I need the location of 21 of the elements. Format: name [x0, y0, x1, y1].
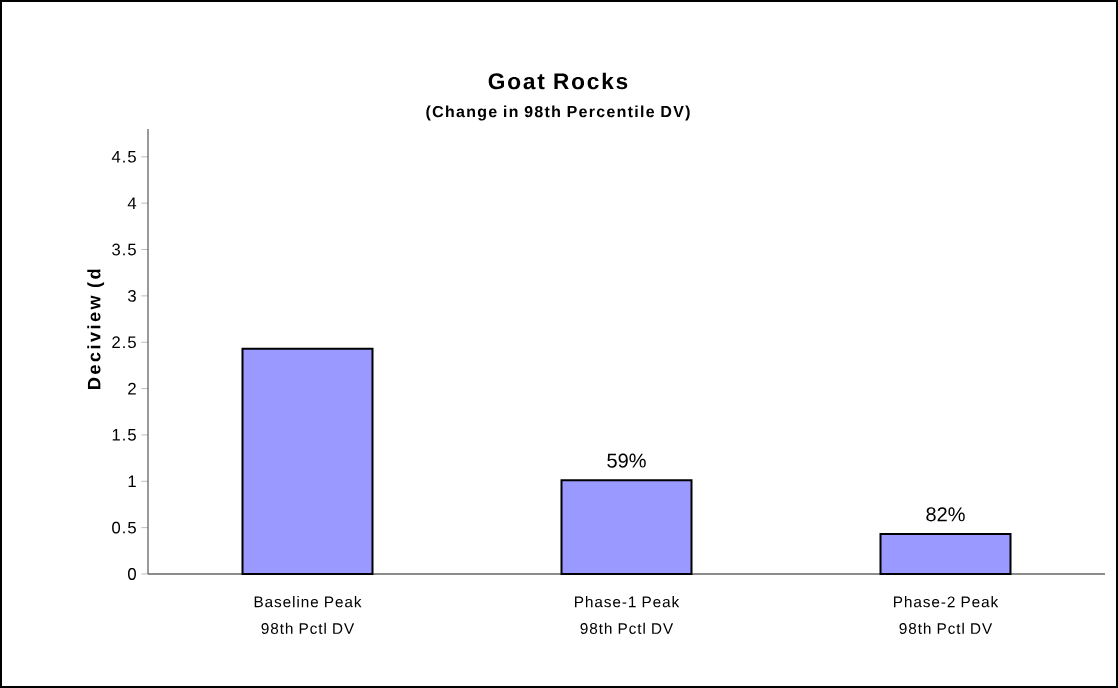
y-tick-label: 4	[127, 197, 137, 209]
bar	[241, 347, 374, 575]
y-tick-label: 1	[128, 475, 136, 488]
x-tick-label: Phase-1 Peak 98th Pctl DV	[575, 596, 680, 634]
y-axis-title: Deciview (d	[87, 269, 105, 389]
y-tick-label: 0.5	[112, 521, 136, 534]
y-tick-label: 3	[127, 289, 136, 302]
x-tick-label: Baseline Peak 98th Pctl DV	[254, 596, 362, 634]
bar	[560, 479, 693, 575]
annotation: 82%	[926, 507, 965, 522]
y-tick-label: 0	[128, 568, 136, 580]
y-tick-label: 2	[128, 382, 136, 395]
y-tick-label: 1.5	[112, 429, 136, 441]
y-tick-label: 2.5	[112, 336, 136, 349]
y-tick-label: 3.5	[112, 243, 136, 256]
annotation: 59%	[607, 453, 646, 468]
chart-title: Goat Rocks	[488, 72, 628, 90]
chart-subtitle: (Change in 98th Percentile DV)	[426, 105, 690, 121]
x-tick-label: Phase-2 Peak 98th Pctl DV	[894, 596, 999, 634]
bar	[879, 533, 1012, 575]
y-tick-label: 4.5	[111, 150, 136, 163]
